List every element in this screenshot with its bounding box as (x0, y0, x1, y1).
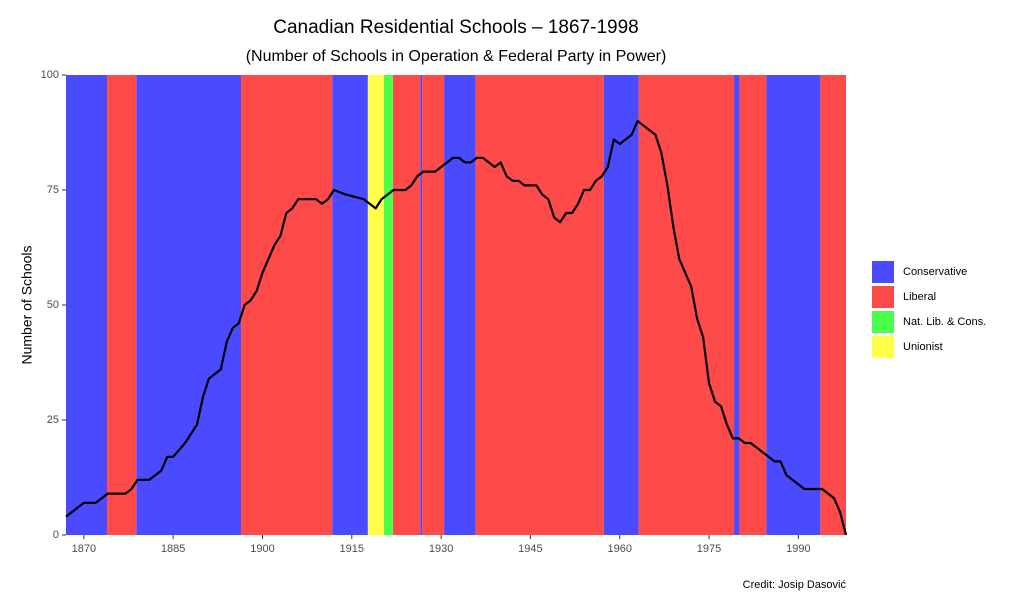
party-band (638, 75, 735, 535)
legend-key (872, 286, 894, 308)
x-tick-label: 1885 (161, 543, 185, 555)
x-tick-label: 1870 (72, 543, 96, 555)
party-band (422, 75, 445, 535)
legend-label: Conservative (903, 266, 967, 278)
party-band (475, 75, 604, 535)
y-tick-label: 25 (47, 414, 59, 426)
x-tick-label: 1915 (340, 543, 364, 555)
party-band (241, 75, 333, 535)
party-band (766, 75, 821, 535)
party-band (444, 75, 476, 535)
x-tick-label: 1900 (250, 543, 274, 555)
party-band (136, 75, 242, 535)
party-band (383, 75, 393, 535)
party-band (367, 75, 384, 535)
y-axis-label: Number of Schools (19, 245, 35, 364)
party-band (332, 75, 368, 535)
y-tick-label: 0 (53, 529, 59, 541)
party-band (66, 75, 108, 535)
y-tick-label: 50 (47, 299, 59, 311)
legend-label: Liberal (903, 291, 936, 303)
x-tick-label: 1975 (697, 543, 721, 555)
y-tick-label: 75 (47, 184, 59, 196)
x-tick-label: 1990 (786, 543, 810, 555)
credit: Credit: Josip Dasović (743, 579, 847, 591)
party-band (820, 75, 846, 535)
party-band (392, 75, 421, 535)
y-tick-label: 100 (41, 69, 59, 81)
x-tick-label: 1930 (429, 543, 453, 555)
party-band (734, 75, 740, 535)
legend-key (872, 261, 894, 283)
party-band (107, 75, 137, 535)
legend-label: Nat. Lib. & Cons. (903, 316, 986, 328)
party-band (739, 75, 767, 535)
legend-key (872, 336, 894, 358)
legend-key (872, 311, 894, 333)
data-line (65, 119, 848, 536)
chart-title: Canadian Residential Schools – 1867-1998 (273, 17, 638, 38)
legend-label: Unionist (903, 341, 943, 353)
x-tick-label: 1960 (607, 543, 631, 555)
party-band (603, 75, 639, 535)
party-band (420, 75, 423, 535)
x-tick-label: 1945 (518, 543, 542, 555)
chart-subtitle: (Number of Schools in Operation & Federa… (246, 48, 667, 65)
